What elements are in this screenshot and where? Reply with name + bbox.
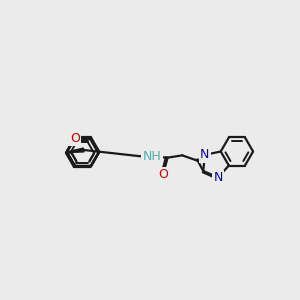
Text: O: O: [158, 168, 168, 181]
Text: N: N: [213, 171, 223, 184]
Polygon shape: [67, 148, 84, 153]
Text: O: O: [70, 132, 80, 145]
Text: N: N: [200, 148, 210, 161]
Text: NH: NH: [143, 150, 162, 164]
